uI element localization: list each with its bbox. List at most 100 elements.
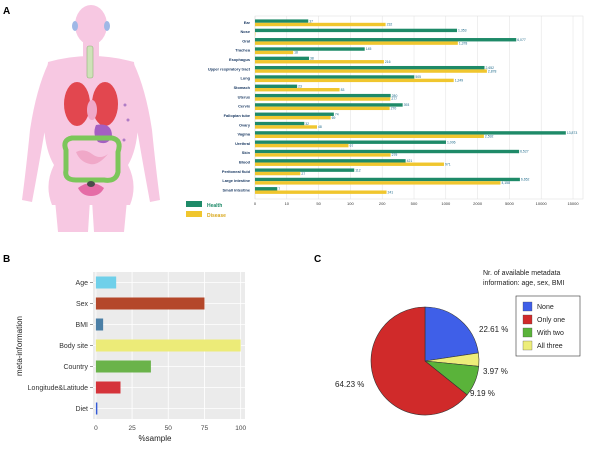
- bar-health-small-intestine: [255, 187, 278, 191]
- data-label-health-oral: 6,077: [517, 38, 526, 42]
- data-label-disease-lung: 1,249: [455, 79, 464, 83]
- bar-disease-vagina: [255, 134, 484, 138]
- bar-disease-upper-respiratory-tract: [255, 69, 487, 73]
- data-label-disease-fallopian-tube: 69: [332, 116, 336, 120]
- bar-age: [95, 276, 117, 289]
- chart-a-category-label: Upper respiratory tract: [208, 66, 251, 71]
- chart-c: 22.61 % 3.97 % 9.19 % 64.23 % Nr. of ava…: [335, 270, 581, 416]
- data-label-disease-trachea: 18: [294, 51, 298, 55]
- data-label-disease-ovary: 48: [318, 125, 322, 129]
- bar-disease-blood: [255, 162, 444, 166]
- bar-health-peritoneal-fluid: [255, 168, 355, 172]
- data-label-disease-esophagus: 216: [385, 60, 391, 64]
- bar-health-upper-respiratory-tract: [255, 65, 485, 70]
- bar-disease-lung: [255, 78, 454, 83]
- legend-all-three-label: All three: [537, 343, 563, 350]
- chart-a-category-label: Lung: [240, 76, 250, 81]
- chart-b-ylabel: meta-information: [15, 316, 24, 376]
- data-label-health-skin: 6,527: [520, 150, 529, 154]
- chart-a-x-tick-label: 100: [347, 201, 354, 206]
- legend-health-label: Health: [207, 203, 222, 209]
- chart-a-x-tick-label: 2000: [473, 201, 483, 206]
- pie-slice-none: [424, 306, 479, 362]
- chart-b-category-label: Longitude&Latitude: [28, 385, 88, 392]
- data-label-health-stomach: 23: [298, 85, 302, 89]
- data-label-health-small-intestine: 7: [278, 187, 280, 191]
- data-label-disease-skin: 279: [392, 153, 398, 157]
- chart-a-x-tick-label: 500: [411, 201, 418, 206]
- bar-health-urethral: [255, 140, 446, 144]
- bar-disease-small-intestine: [255, 190, 387, 194]
- pie-slice-only-one: [370, 306, 468, 416]
- chart-b-x-tick-label: 50: [165, 425, 173, 432]
- chart-a-category-label: Skin: [242, 150, 251, 155]
- bar-health-esophagus: [255, 56, 310, 61]
- bar-disease-oral: [255, 41, 458, 45]
- data-label-disease-large-intestine: 4,158: [501, 181, 510, 185]
- legend-disease-swatch: [186, 211, 202, 217]
- data-label-health-cervix: 393: [404, 103, 410, 107]
- chart-a-category-label: Oral: [242, 38, 250, 43]
- bar-disease-fallopian-tube: [255, 115, 331, 120]
- chart-b-x-tick-label: 100: [235, 425, 246, 432]
- chart-b-x-tick-label: 0: [94, 425, 98, 432]
- bar-health-nose: [255, 28, 458, 33]
- data-label-health-nose: 1,353: [458, 29, 467, 33]
- data-label-health-ear: 37: [309, 19, 313, 23]
- bar-disease-ear: [255, 22, 386, 27]
- data-label-disease-ear: 232: [387, 23, 393, 27]
- chart-a-category-label: Ear: [244, 20, 251, 25]
- chart-a-x-tick-label: 5000: [505, 201, 515, 206]
- data-label-health-large-intestine: 6,652: [521, 178, 530, 182]
- panel-label-c: C: [314, 254, 321, 265]
- bar-disease-urethral: [255, 143, 349, 148]
- chart-a-x-tick-label: 1000: [441, 201, 451, 206]
- chart-b-category-label: Sex: [76, 301, 89, 308]
- bar-disease-large-intestine: [255, 181, 501, 185]
- legend-with-two-label: With two: [537, 330, 564, 337]
- bar-diet: [95, 402, 98, 415]
- data-label-disease-uterus: 277: [391, 97, 397, 101]
- chart-a-legend: Health Disease: [186, 201, 226, 219]
- data-label-health-upper-respiratory-tract: 2,652: [486, 66, 495, 70]
- data-label-disease-oral: 1,378: [459, 41, 468, 45]
- bar-health-blood: [255, 159, 406, 163]
- bar-disease-stomach: [255, 88, 340, 92]
- bar-bmi: [95, 318, 104, 331]
- data-label-health-ovary: 32: [305, 122, 309, 126]
- body-illustration: [22, 5, 160, 232]
- chart-a: Ear Nose Oral Trachea Esophagus Upper respira…: [186, 15, 584, 219]
- chart-b-category-label: Age: [76, 280, 89, 287]
- bar-disease-cervix: [255, 106, 390, 111]
- chart-b-category-label: Diet: [76, 406, 89, 413]
- bar-health-skin: [255, 149, 520, 154]
- legend-title-line-2: information: age, sex, BMI: [483, 280, 564, 287]
- chart-a-category-label: Fallopian tube: [224, 113, 251, 118]
- chart-a-category-label: Vagina: [237, 132, 250, 137]
- chart-a-x-tick-label: 10000: [536, 201, 548, 206]
- chart-b-xlabel: %sample: [139, 434, 172, 443]
- chart-a-category-label: Ovary: [239, 122, 251, 127]
- data-label-disease-peritoneal-fluid: 27: [301, 172, 305, 176]
- chart-a-category-label: Small intestine: [223, 187, 251, 192]
- bar-health-fallopian-tube: [255, 112, 334, 116]
- data-label-health-lung: 505: [415, 75, 421, 79]
- panel-label-b: B: [3, 254, 10, 265]
- bar-health-cervix: [255, 103, 403, 107]
- pie-label-with-two: 9.19 %: [470, 389, 495, 398]
- right-lung-icon: [92, 82, 118, 126]
- bar-sex: [95, 297, 205, 310]
- legend-title-line-1: Nr. of available metadata: [483, 270, 561, 277]
- legend-only-one-label: Only one: [537, 317, 565, 324]
- bar-disease-peritoneal-fluid: [255, 171, 301, 176]
- bar-disease-uterus: [255, 97, 391, 101]
- chart-b-x-tick-label: 25: [128, 425, 136, 432]
- data-label-health-blood: 421: [407, 159, 413, 163]
- chart-a-category-label: Uterus: [238, 94, 250, 99]
- data-label-disease-stomach: 83: [341, 88, 345, 92]
- chart-c-legend: Nr. of available metadata information: a…: [483, 270, 581, 357]
- chart-a-category-label: Blood: [239, 160, 251, 165]
- data-label-disease-upper-respiratory-tract: 2,878: [488, 69, 497, 73]
- data-label-health-urethral: 1,006: [447, 140, 456, 144]
